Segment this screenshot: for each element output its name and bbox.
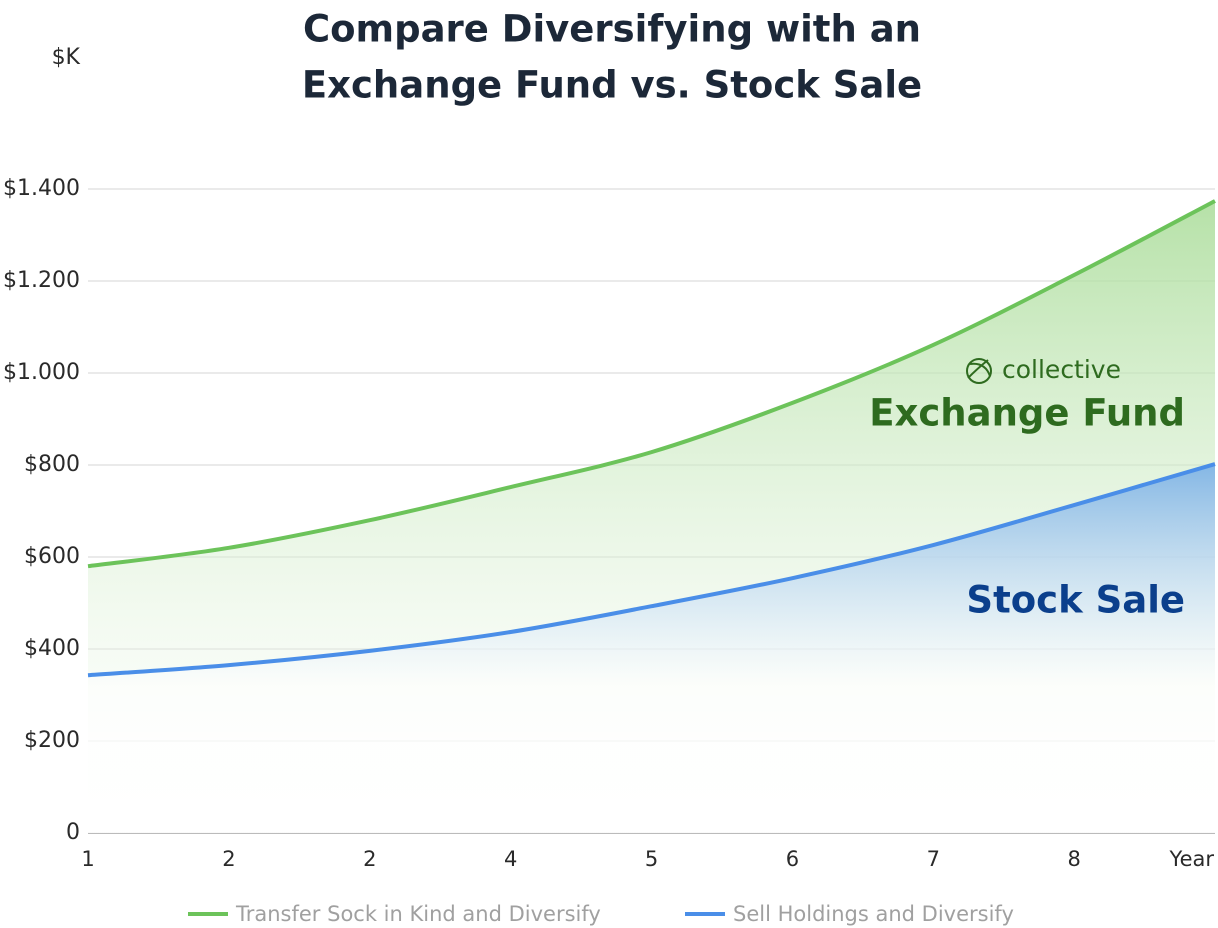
- annotation: collective: [1002, 355, 1121, 384]
- y-tick-label: $200: [24, 728, 80, 753]
- x-tick-label: 2: [363, 847, 376, 871]
- x-tick-label: 8: [1067, 847, 1080, 871]
- x-tick-label: 7: [927, 847, 940, 871]
- y-tick-label: $1.200: [3, 268, 80, 293]
- annotation: Stock Sale: [966, 579, 1185, 622]
- series-line: [87, 462, 1216, 678]
- x-tick-label: 5: [645, 847, 658, 871]
- y-axis-label: $K: [52, 45, 81, 70]
- logo-icon: [966, 358, 992, 384]
- y-tick-label: $600: [24, 544, 80, 569]
- chart-title: Exchange Fund vs. Stock Sale: [302, 64, 922, 107]
- annotation: Exchange Fund: [869, 392, 1185, 435]
- series-line: [87, 199, 1216, 569]
- chart-title: Compare Diversifying with an: [303, 8, 921, 51]
- y-tick-label: $1.000: [3, 360, 80, 385]
- x-tick-label: 1: [81, 847, 94, 871]
- area-fill: [88, 464, 1215, 833]
- x-tick-label: 4: [504, 847, 517, 871]
- x-tick-label: 6: [786, 847, 799, 871]
- legend-label: Transfer Sock in Kind and Diversify: [235, 902, 601, 926]
- y-tick-label: $400: [24, 636, 80, 661]
- y-tick-label: 0: [66, 820, 80, 845]
- y-tick-label: $800: [24, 452, 80, 477]
- x-tick-label: 2: [222, 847, 235, 871]
- y-tick-label: $1.400: [3, 176, 80, 201]
- legend-label: Sell Holdings and Diversify: [733, 902, 1014, 926]
- x-axis-label: Year: [1169, 847, 1215, 871]
